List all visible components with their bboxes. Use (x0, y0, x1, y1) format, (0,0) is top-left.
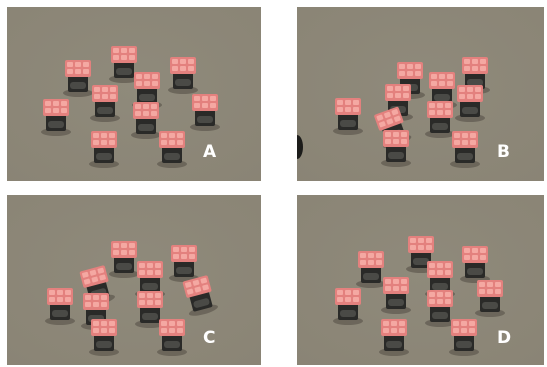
kilobot-robot (109, 241, 139, 278)
kilobot-robot (381, 130, 411, 167)
kilobot-robot (89, 131, 119, 168)
panel-a: A (7, 7, 261, 181)
photo-panel-d (297, 195, 544, 365)
kilobot-robot (333, 288, 363, 325)
kilobot-robot (157, 131, 187, 168)
panel-c: C (7, 195, 261, 365)
kilobot-robot (182, 275, 218, 316)
kilobot-robot (131, 102, 161, 139)
kilobot-robot (45, 288, 75, 325)
kilobot-robot (425, 101, 455, 138)
kilobot-robot (455, 85, 485, 122)
kilobot-robot (379, 319, 409, 356)
kilobot-robot (460, 246, 490, 283)
kilobot-robot (425, 290, 455, 327)
dark-object-edge (297, 135, 303, 159)
kilobot-robot (381, 277, 411, 314)
panel-b-label: B (497, 142, 510, 162)
floor-background (297, 195, 544, 365)
kilobot-robot (190, 94, 220, 131)
kilobot-robot (90, 85, 120, 122)
kilobot-robot (449, 319, 479, 356)
panel-d: D (297, 195, 544, 365)
floor-background (7, 195, 261, 365)
photo-panel-a (7, 7, 261, 181)
kilobot-robot (157, 319, 187, 356)
kilobot-robot (168, 57, 198, 94)
kilobot-robot (356, 251, 386, 288)
panel-c-label: C (203, 328, 216, 348)
kilobot-robot (109, 46, 139, 83)
kilobot-robot (333, 98, 363, 135)
panel-d-label: D (497, 328, 512, 348)
kilobot-robot (406, 236, 436, 273)
kilobot-robot (63, 60, 93, 97)
kilobot-robot (135, 291, 165, 328)
kilobot-robot (89, 319, 119, 356)
kilobot-robot (450, 131, 480, 168)
photo-panel-b (297, 7, 544, 181)
kilobot-robot (41, 99, 71, 136)
photo-panel-c (7, 195, 261, 365)
panel-b: B (297, 7, 544, 181)
panel-a-label: A (203, 142, 217, 162)
kilobot-robot (475, 280, 505, 317)
floor-background (7, 7, 261, 181)
